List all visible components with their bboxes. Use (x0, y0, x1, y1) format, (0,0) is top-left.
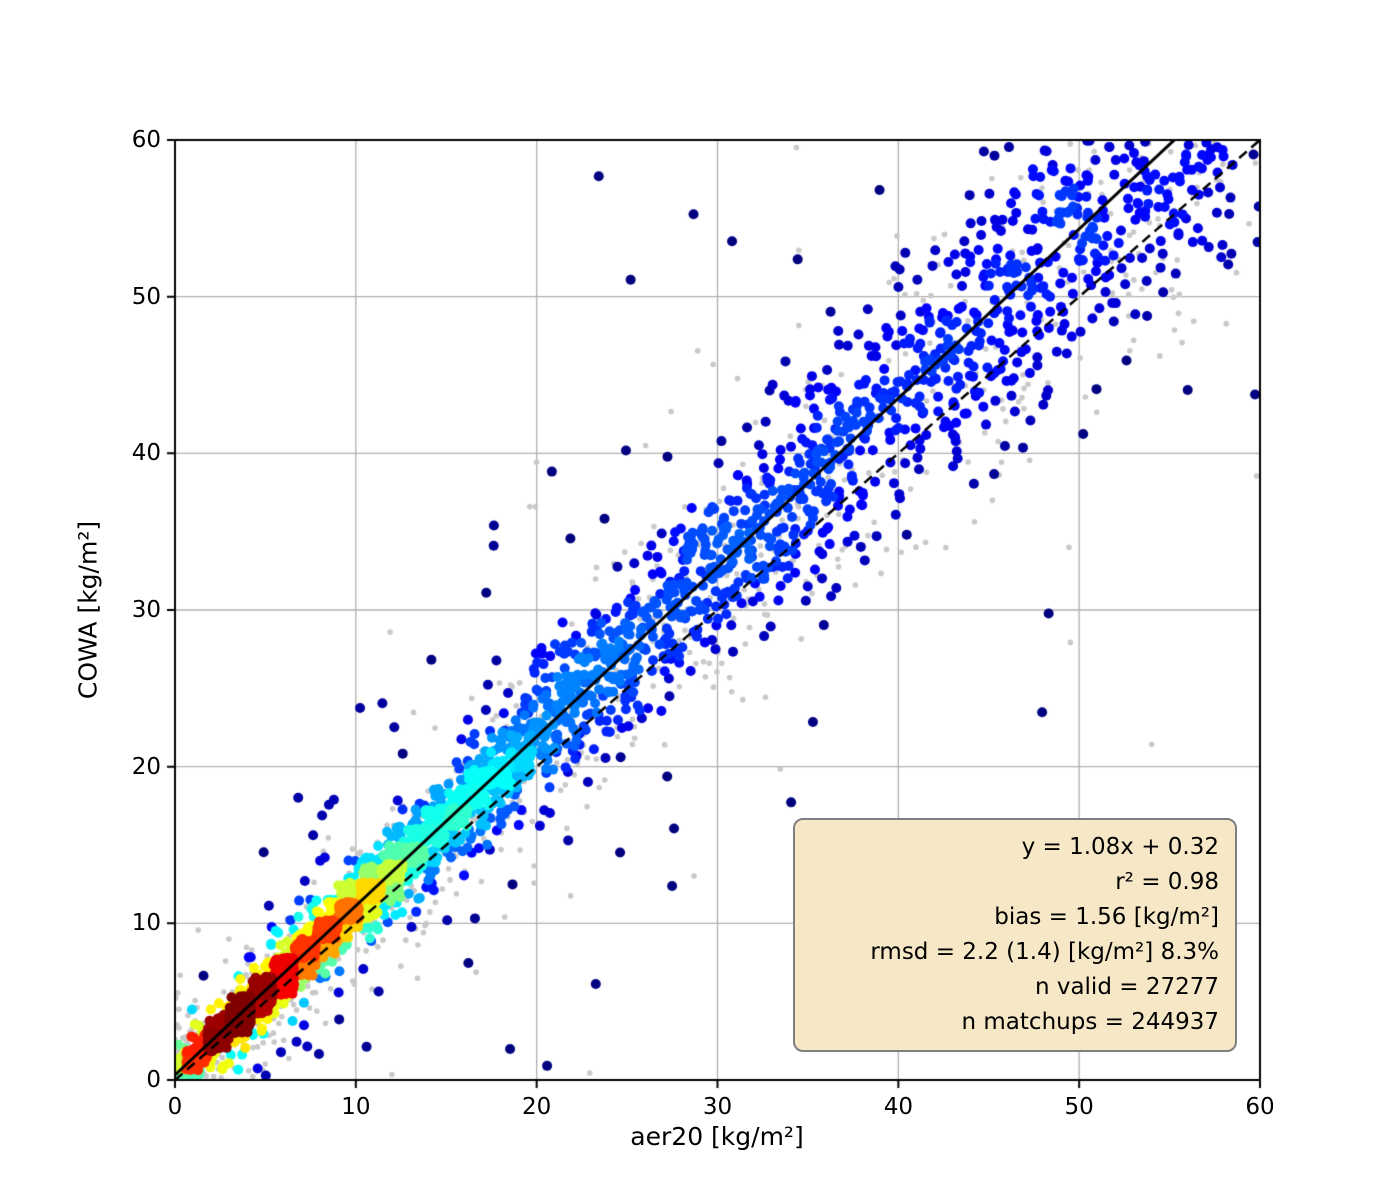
stats-line-fit-equation: y = 1.08x + 0.32 (1021, 834, 1219, 860)
y-tick-label-50: 50 (131, 283, 161, 310)
y-tick-label-20: 20 (131, 753, 161, 780)
stats-line-rmsd: rmsd = 2.2 (1.4) [kg/m²] 8.3% (870, 939, 1219, 965)
stats-line-r-squared: r² = 0.98 (1115, 869, 1219, 895)
y-tick-label-30: 30 (131, 597, 161, 623)
x-tick-label-30: 30 (702, 1094, 733, 1120)
stats-line-n-matchups: n matchups = 244937 (961, 1009, 1219, 1035)
x-tick-label-10: 10 (341, 1094, 371, 1120)
y-tick-label-60: 60 (131, 127, 161, 153)
y-tick-label-0: 0 (146, 1067, 161, 1093)
y-tick-label-10: 10 (131, 910, 161, 937)
stats-line-bias: bias = 1.56 [kg/m²] (994, 904, 1219, 930)
x-axis-label: aer20 [kg/m²] (630, 1122, 804, 1151)
x-tick-label-20: 20 (522, 1094, 552, 1120)
y-tick-label-40: 40 (131, 440, 161, 467)
x-tick-label-40: 40 (883, 1094, 913, 1120)
stats-line-n-valid: n valid = 27277 (1034, 974, 1219, 1000)
x-tick-label-50: 50 (1064, 1094, 1094, 1120)
x-tick-label-0: 0 (167, 1094, 183, 1120)
y-axis-label: COWA [kg/m²] (73, 520, 103, 700)
stats-annotation-box: y = 1.08x + 0.32 r² = 0.98 bias = 1.56 [… (793, 818, 1237, 1052)
x-tick-label-60: 60 (1245, 1094, 1275, 1120)
